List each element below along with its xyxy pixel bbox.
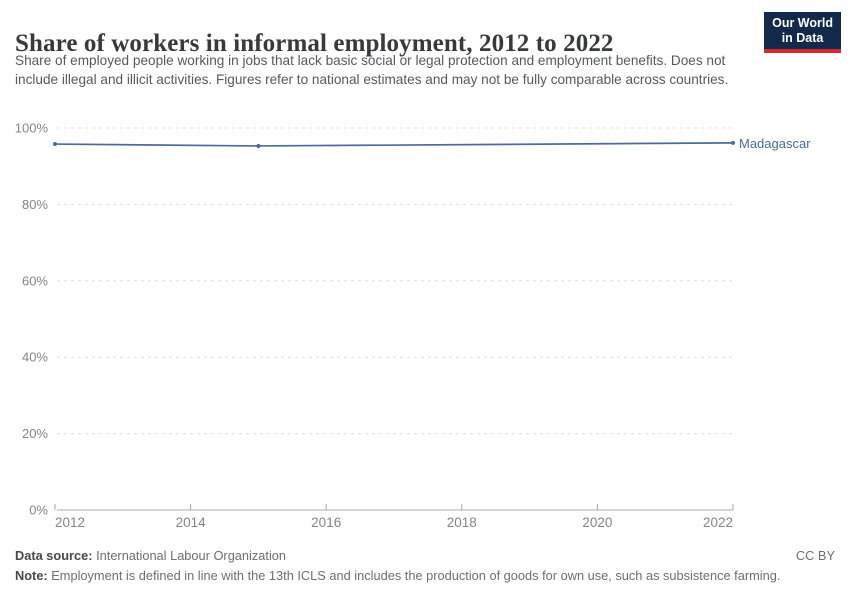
page-title: Share of workers in informal employment,… [15,29,614,57]
license-link[interactable]: CC BY [795,548,835,563]
note-label: Note: [15,568,48,583]
x-tick-label-2014: 2014 [176,515,207,530]
data-point-madagascar-2015[interactable] [256,143,261,148]
data-source-label: Data source: [15,548,93,563]
owid-logo-line1: Our World [772,16,833,30]
x-tick-label-2018: 2018 [447,515,477,530]
data-point-madagascar-2022[interactable] [731,140,735,145]
y-tick-label-40: 40% [22,350,48,365]
y-tick-label-80: 80% [22,197,48,212]
owid-logo-line2: in Data [781,31,824,45]
y-tick-label-60: 60% [22,273,48,288]
y-tick-label-0: 0% [29,503,48,518]
y-tick-label-20: 20% [22,426,48,441]
note-value: Employment is defined in line with the 1… [47,568,781,583]
series-label-madagascar[interactable]: Madagascar [739,135,811,151]
data-source-value: International Labour Organization [92,548,287,563]
x-tick-label-2020: 2020 [582,515,612,530]
series-line-madagascar[interactable] [54,142,734,147]
x-tick-label-2022: 2022 [703,515,733,530]
x-tick-label-2016: 2016 [311,515,341,530]
chart-subtitle: Share of employed people working in jobs… [15,53,729,87]
note-line: Note: Employment is defined in line with… [15,568,815,583]
data-point-madagascar-2012[interactable] [53,142,57,147]
x-tick-label-2012: 2012 [55,515,85,530]
data-source-line: Data source: International Labour Organi… [15,548,286,563]
owid-logo[interactable]: Our World in Data [764,12,841,53]
y-tick-label-100: 100% [15,121,49,136]
